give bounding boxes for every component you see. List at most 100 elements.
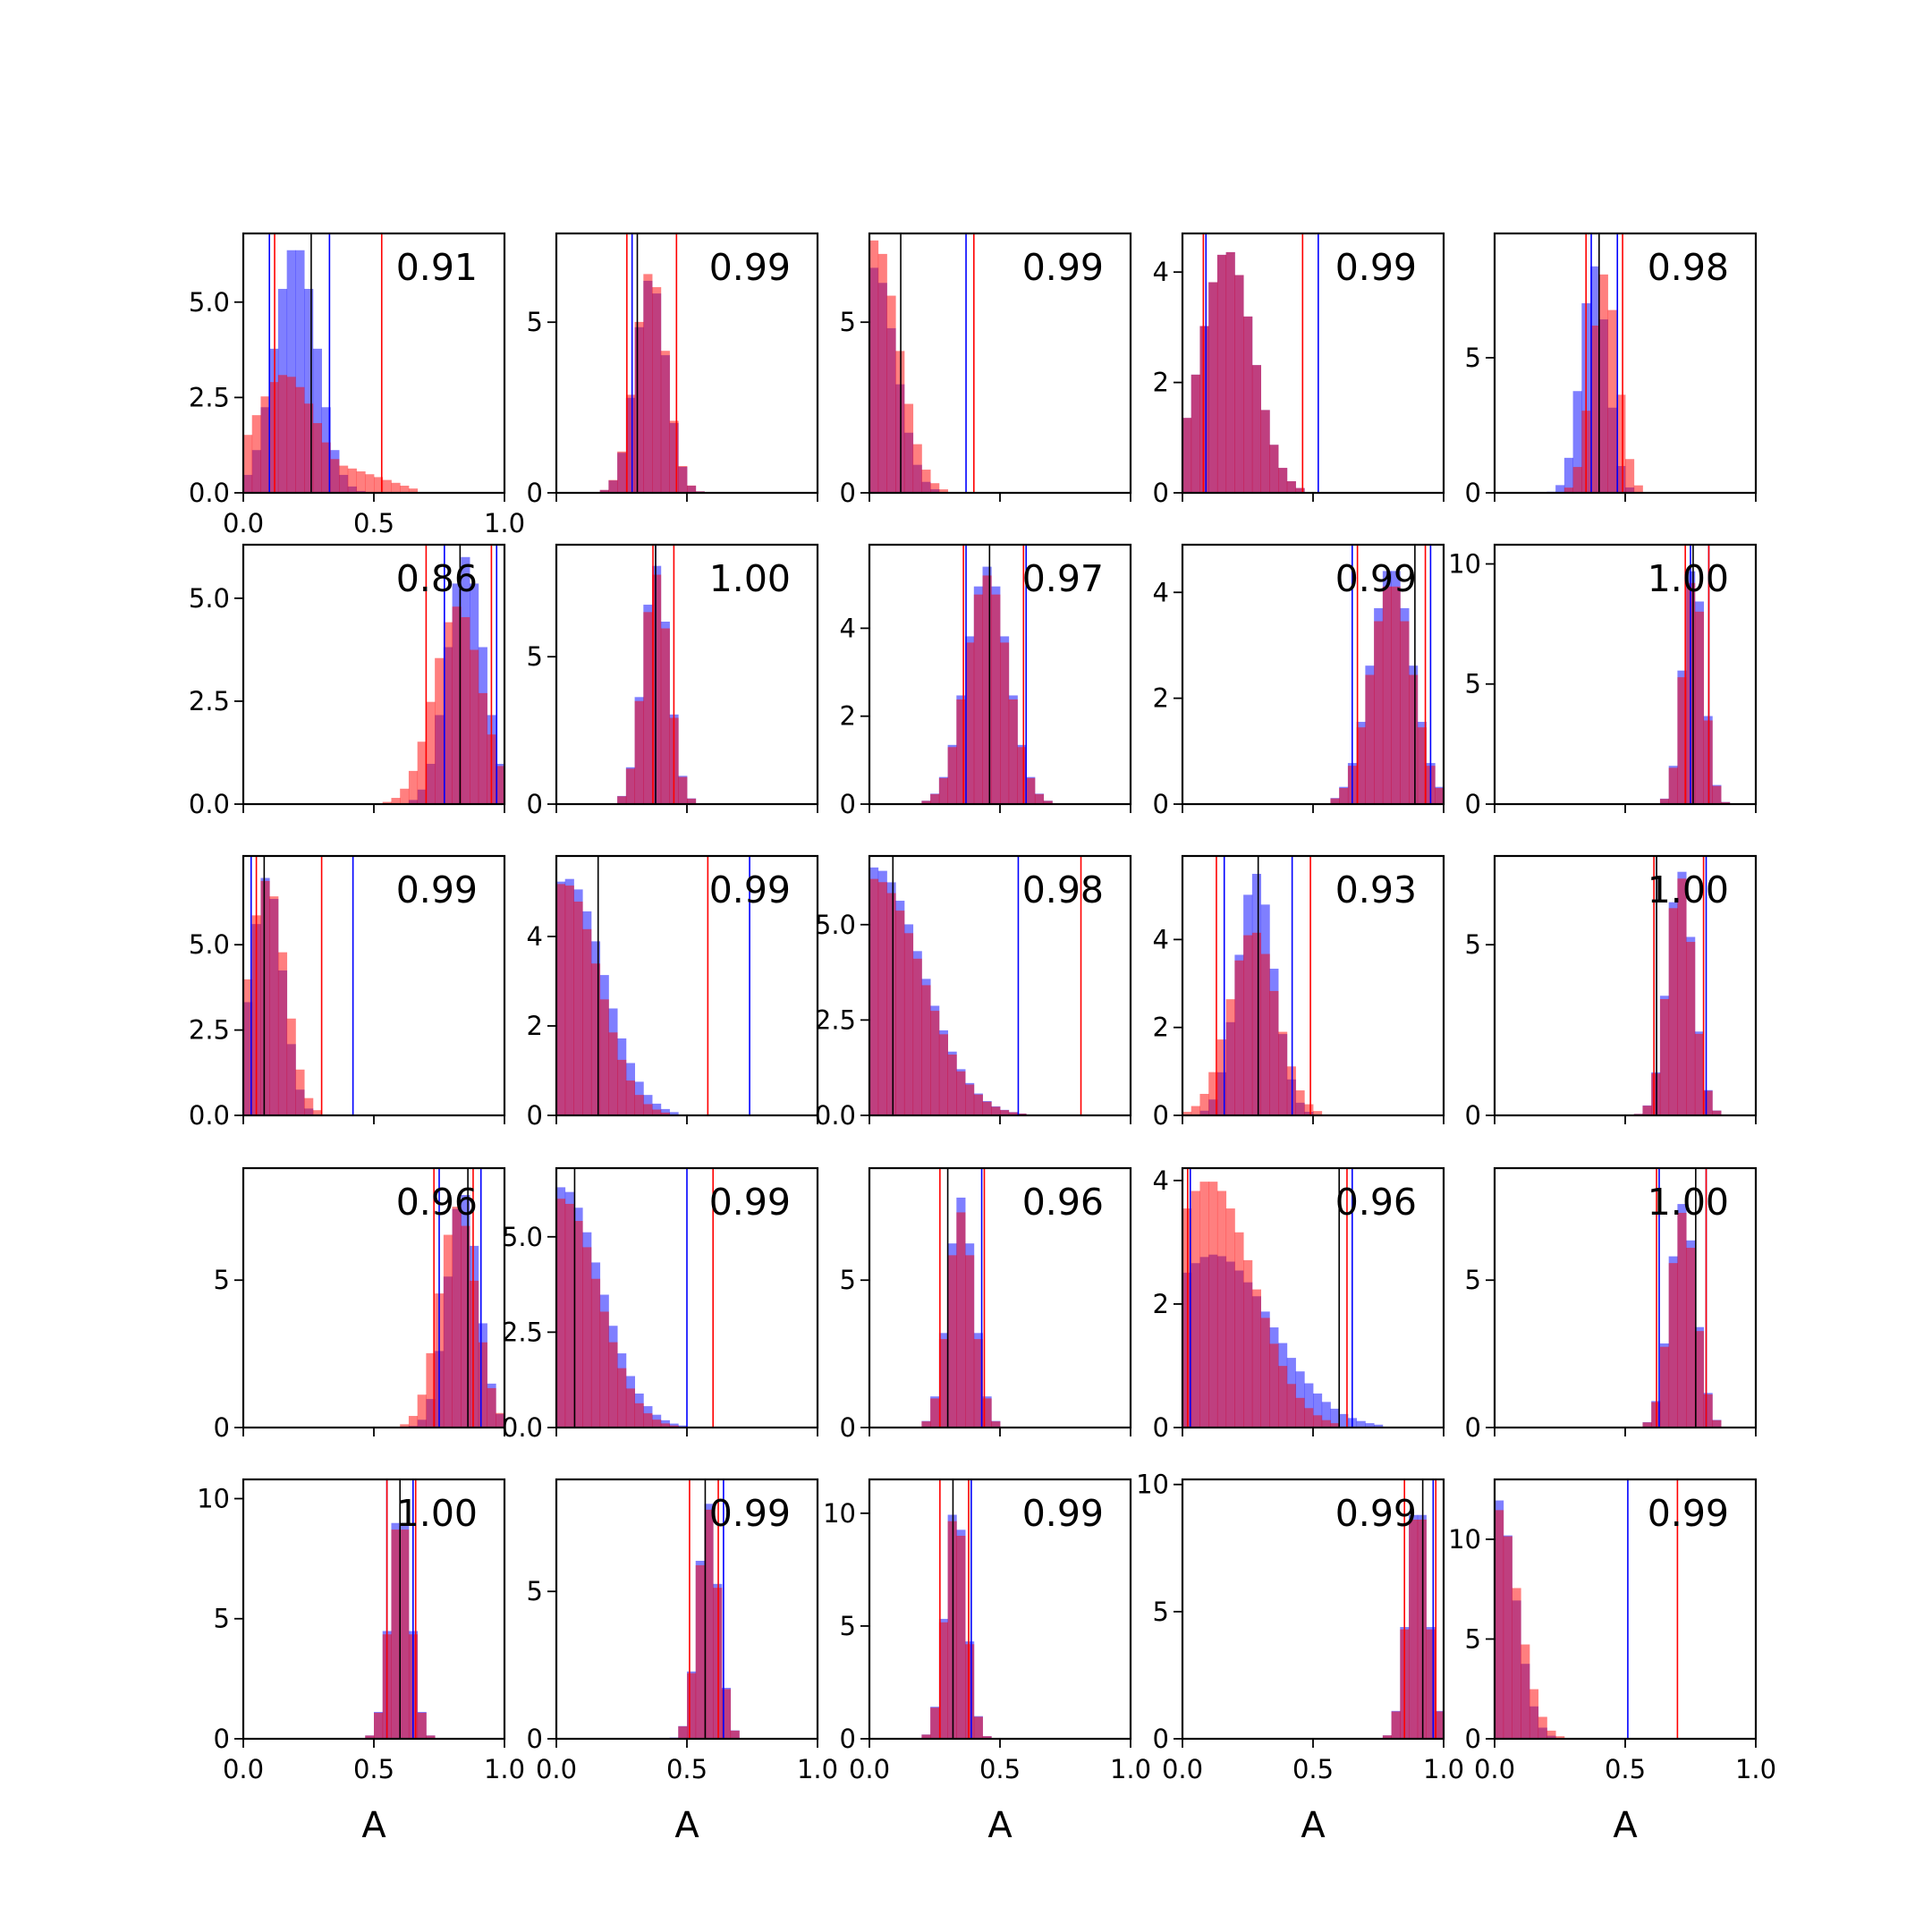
red-hist-bar	[973, 1716, 983, 1739]
y-tick-label: 10	[197, 1483, 230, 1513]
red-hist-bar	[921, 1421, 931, 1428]
y-tick-label: 5.0	[189, 929, 230, 960]
red-hist-bar	[643, 1104, 653, 1115]
red-hist-bar	[886, 893, 896, 1115]
red-hist-bar	[312, 1110, 322, 1115]
y-tick-label: 0	[840, 478, 856, 508]
red-hist-bar	[339, 465, 349, 493]
plot-area	[869, 856, 1082, 1115]
panel-r5c1: 0 5 10 0.0 0.5 1.0 1.00 A	[197, 1478, 525, 1846]
red-hist-bar	[374, 1712, 384, 1739]
red-hist-bar	[443, 622, 453, 804]
plot-area	[869, 233, 975, 493]
red-hist-bar	[1712, 1419, 1722, 1428]
x-axis-label: A	[1613, 1805, 1638, 1846]
red-hist-bar	[634, 700, 644, 804]
red-hist-bar	[1208, 1182, 1218, 1428]
y-tick-label: 0	[1153, 789, 1169, 819]
x-tick-label: 0.0	[1162, 1754, 1203, 1784]
red-hist-bar	[1512, 1588, 1521, 1739]
red-hist-bar	[1234, 275, 1244, 493]
y-tick-label: 0	[1153, 1412, 1169, 1443]
red-hist-bar	[1598, 274, 1608, 493]
red-hist-bar	[869, 878, 879, 1115]
red-hist-bar	[1260, 953, 1270, 1115]
red-hist-bar	[1546, 1730, 1556, 1739]
red-hist-bar	[461, 616, 470, 804]
red-hist-bar	[1712, 1110, 1722, 1115]
score-label: 0.99	[1022, 246, 1104, 289]
y-tick-label: 0	[840, 1412, 856, 1443]
red-hist-bar	[886, 295, 896, 493]
red-hist-bar	[1694, 1033, 1704, 1115]
plot-area	[243, 856, 354, 1115]
red-hist-bar	[1703, 1394, 1713, 1428]
blue-hist-bar	[1339, 1413, 1349, 1428]
panel-r1c4: 0 2 4 0.99	[1153, 232, 1445, 508]
red-hist-bar	[678, 776, 688, 804]
red-hist-bar	[1000, 642, 1010, 804]
red-histogram	[556, 1199, 679, 1428]
score-label: 1.00	[1648, 1181, 1729, 1224]
red-hist-bar	[1694, 1331, 1704, 1428]
red-hist-bar	[1555, 1736, 1565, 1739]
red-hist-bar	[1295, 487, 1305, 493]
red-hist-bar	[365, 474, 375, 493]
red-hist-bar	[687, 1673, 697, 1739]
red-hist-bar	[1642, 1422, 1652, 1428]
red-hist-bar	[903, 933, 914, 1115]
red-hist-bar	[1529, 1689, 1539, 1739]
y-tick-label: 2	[1153, 683, 1169, 714]
y-tick-label: 5	[1465, 669, 1481, 699]
score-label: 0.98	[1022, 869, 1104, 911]
y-tick-label: 5	[1153, 1597, 1169, 1627]
blue-hist-bar	[1330, 1408, 1340, 1428]
red-hist-bar	[408, 1416, 419, 1428]
red-hist-bar	[652, 1109, 662, 1115]
y-tick-label: 4	[1153, 924, 1169, 954]
red-hist-bar	[1278, 468, 1288, 493]
x-tick-label: 0.0	[223, 508, 264, 538]
red-hist-bar	[617, 451, 627, 493]
red-hist-bar	[391, 798, 401, 804]
red-hist-bar	[625, 1080, 635, 1115]
y-tick-label: 0	[840, 1724, 856, 1754]
red-hist-bar	[382, 801, 392, 804]
red-hist-bar	[1243, 935, 1253, 1115]
red-hist-bar	[634, 1095, 644, 1115]
red-hist-bar	[1034, 793, 1045, 804]
red-hist-bar	[573, 901, 583, 1115]
x-tick-label: 0.0	[223, 1754, 264, 1784]
red-hist-bar	[365, 1735, 375, 1739]
y-tick-label: 2.5	[815, 1004, 856, 1035]
red-hist-bar	[1590, 326, 1600, 493]
red-hist-bar	[1563, 487, 1573, 493]
y-tick-label: 5.0	[189, 287, 230, 318]
y-tick-label: 10	[1448, 548, 1481, 579]
x-tick-label: 0.5	[979, 1754, 1021, 1784]
red-hist-bar	[1503, 1536, 1513, 1739]
red-hist-bar	[625, 1388, 635, 1428]
plot-area	[1659, 545, 1731, 804]
red-hist-bar	[982, 575, 992, 804]
x-tick-label: 1.0	[797, 1754, 838, 1784]
red-hist-bar	[1374, 621, 1384, 804]
red-hist-bar	[1400, 621, 1410, 804]
y-tick-label: 2	[527, 1011, 543, 1041]
red-hist-bar	[573, 1221, 583, 1428]
red-hist-bar	[1391, 1711, 1401, 1739]
blue-hist-bar	[1321, 1402, 1331, 1428]
y-tick-label: 10	[1136, 1470, 1169, 1500]
red-hist-bar	[1286, 1384, 1296, 1428]
red-hist-bar	[678, 466, 688, 493]
red-hist-bar	[956, 699, 966, 804]
red-hist-bar	[1199, 326, 1209, 493]
red-hist-bar	[895, 911, 905, 1115]
red-hist-bar	[452, 606, 462, 804]
plot-area	[1495, 1479, 1679, 1739]
red-hist-bar	[382, 479, 392, 493]
red-hist-bar	[590, 963, 601, 1115]
panel-r3c2: 0 2 4 0.99	[527, 854, 819, 1131]
red-hist-bar	[1339, 788, 1349, 804]
